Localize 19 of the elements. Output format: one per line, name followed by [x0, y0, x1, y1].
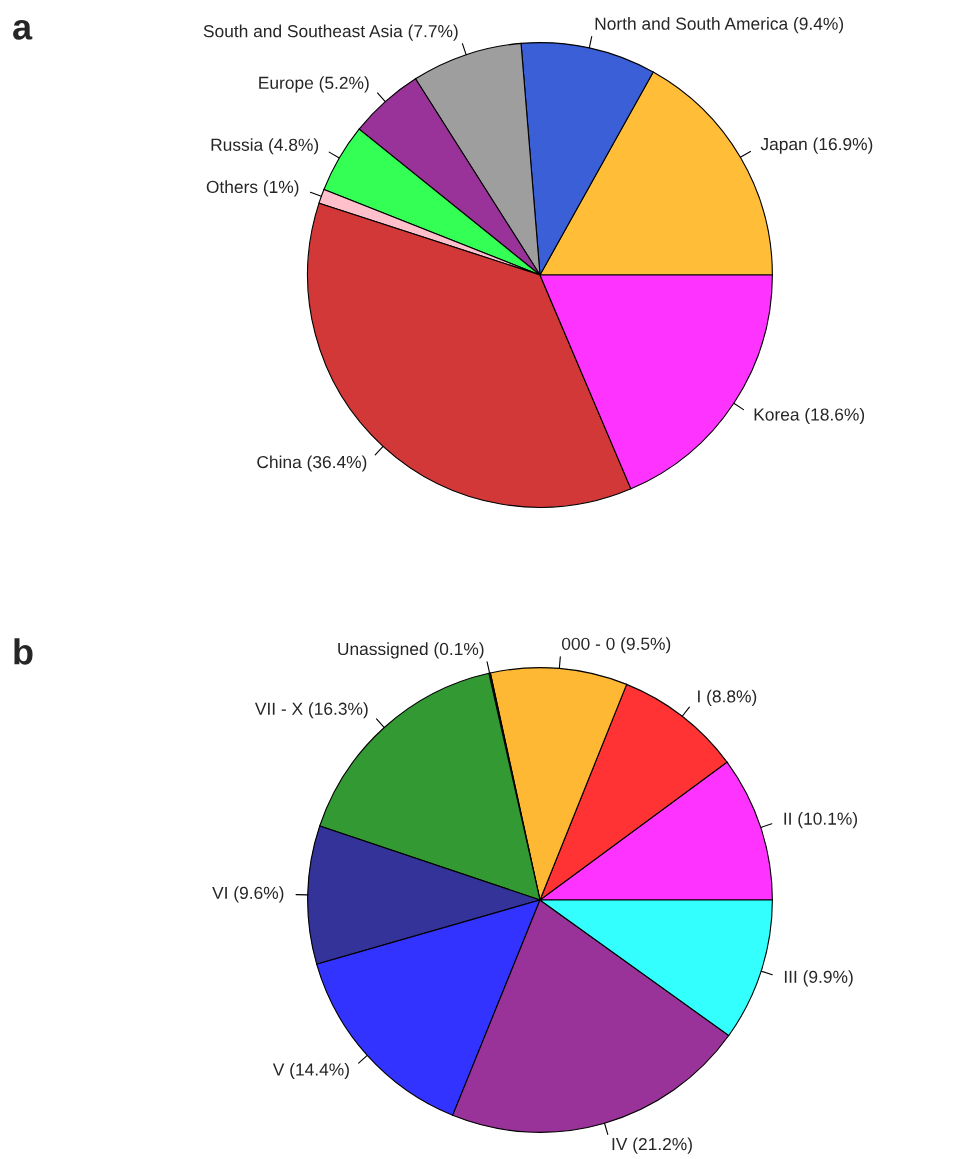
slice-label: Unassigned (0.1%) [338, 642, 484, 659]
slice-label: V (14.4%) [272, 1062, 349, 1080]
slice-label: VII - X (16.3%) [254, 702, 368, 719]
slice-label: II (10.1%) [784, 812, 858, 829]
slice-label: 000 - 0 (9.5%) [561, 637, 671, 654]
slice-label: VI (9.6%) [212, 886, 284, 903]
slice-label: Europe (5.2%) [259, 76, 369, 93]
slice-label: Japan (16.9%) [760, 137, 873, 154]
slice-label: China (36.4%) [257, 455, 367, 472]
slice-label: South and Southeast Asia (7.7%) [203, 24, 458, 41]
slice-label: III (9.9%) [784, 970, 853, 987]
slice-label: Others (1%) [206, 180, 299, 197]
slice-label: Russia (4.8%) [211, 138, 319, 155]
slice-label: North and South America (9.4%) [595, 17, 844, 34]
chart-title: b [14, 638, 33, 665]
slice-label: Korea (18.6%) [754, 407, 865, 425]
chart-title: a [13, 19, 33, 40]
slice-label: I (8.8%) [698, 689, 757, 706]
slice-label: IV (21.2%) [612, 1137, 692, 1154]
